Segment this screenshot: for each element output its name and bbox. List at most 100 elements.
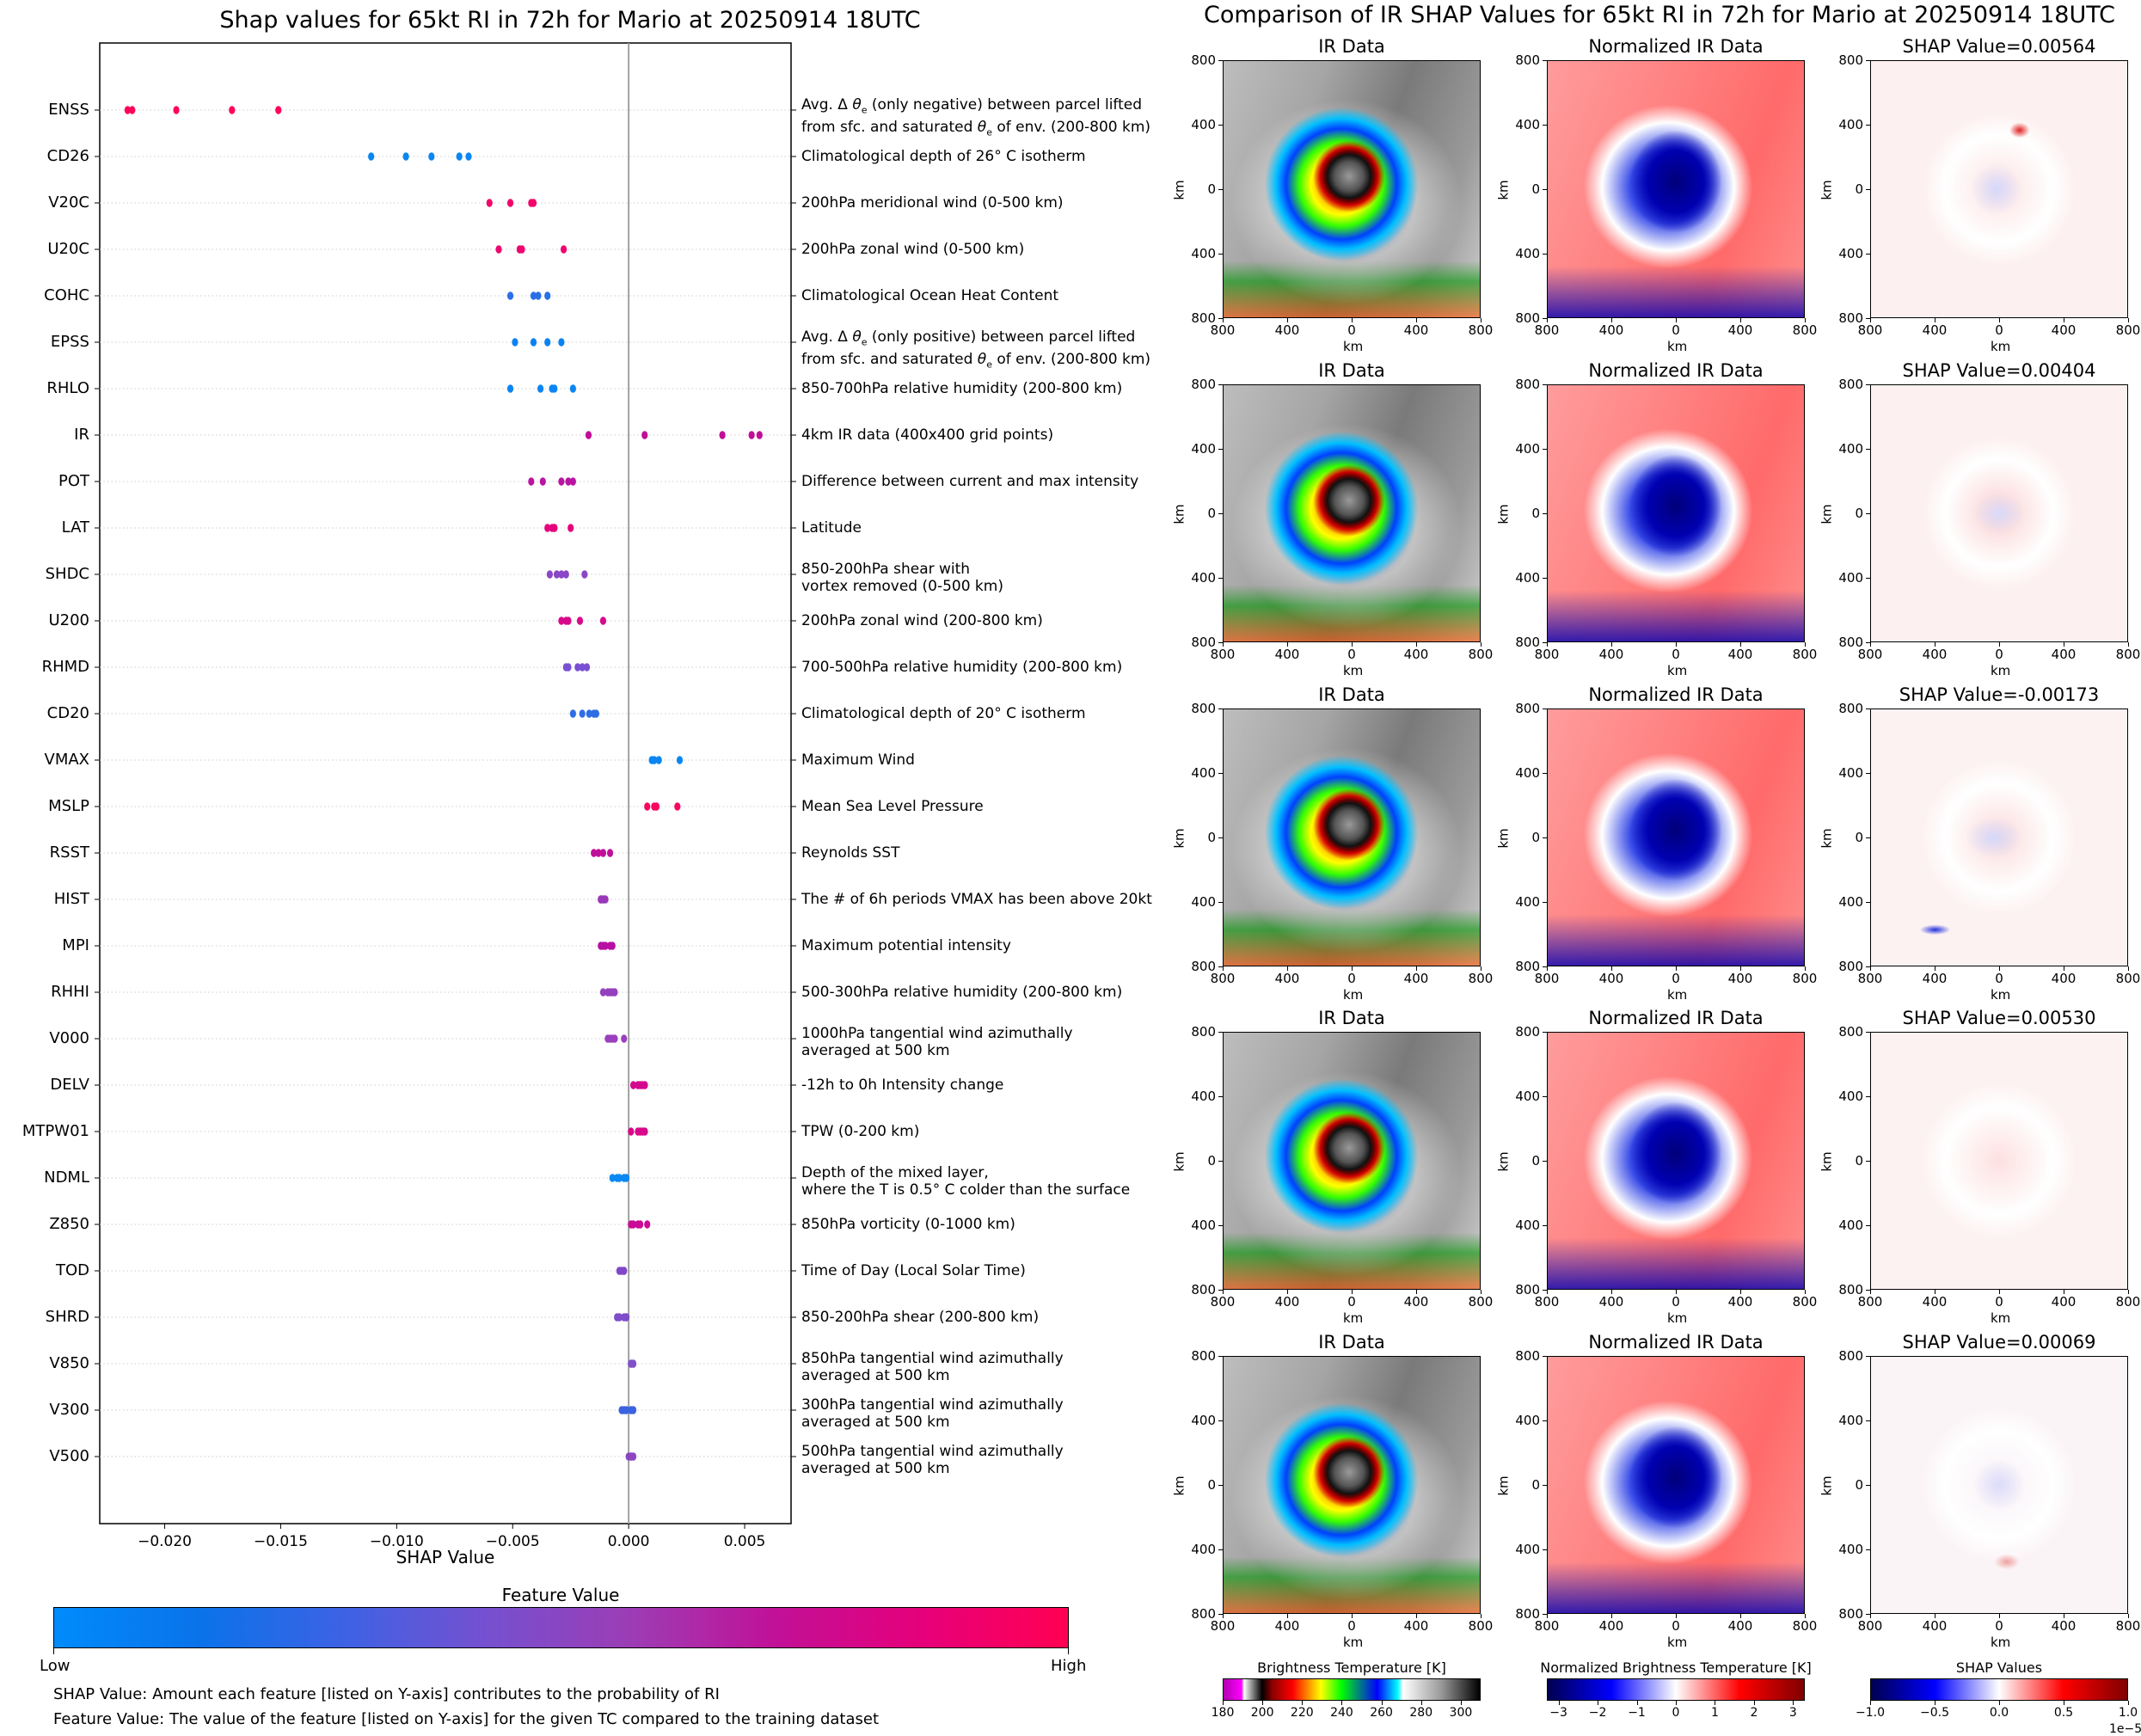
shap-dot-ir [585,431,592,439]
ir-image-4 [1223,1032,1481,1290]
right-chart-title: Comparison of IR SHAP Values for 65kt RI… [1203,2,2116,28]
x-tick [1611,1290,1612,1294]
normalized-ir-image-2 [1547,384,1805,642]
shap-dot-mpi [602,942,609,950]
x-tick [1740,1614,1741,1618]
y-tick-label: 800 [1515,1282,1540,1297]
ir-colorbar-title-3: SHAP Values [1955,1659,2043,1676]
y-tick [1543,254,1547,255]
ir-image-3 [1223,709,1481,966]
feature-description-epss: Avg. Δ θe (only positive) between parcel… [801,328,1151,371]
shap-dot-v20c [486,199,493,207]
x-tick [1287,642,1288,647]
x-tick [1416,1614,1417,1618]
colorbar-tick [1753,1701,1755,1705]
shap-dot-vmax [676,756,684,764]
x-tick-label: 400 [1598,971,1624,986]
x-tick [1287,1614,1288,1618]
x-tick-label: 400 [2051,1618,2077,1634]
feature-description-rhmd: 700-500hPa relative humidity (200-800 km… [801,659,1123,676]
y-tick [1543,189,1547,190]
shap-dot-cd20 [586,709,592,718]
y-tick-label: 400 [1515,1413,1540,1428]
normalized-ir-image-1 [1547,60,1805,318]
x-tick-label: 400 [2051,1294,2077,1310]
shap-dot-rhhi [611,988,618,997]
x-tick [1676,318,1677,322]
shap-dot-pot [528,477,535,486]
y-tick [1543,773,1547,774]
colorbar-offset-label: 1e−5 [2109,1722,2141,1736]
colorbar-tick-label: −1.0 [1856,1706,1885,1720]
shap-dot-pot [565,477,572,486]
x-tick [1676,1290,1677,1294]
y-tick-label: 400 [1515,1089,1540,1104]
shap-dot-v500 [629,1452,637,1461]
plot-frame [99,42,792,1524]
x-tick [1805,642,1806,647]
x-tick [1547,1290,1548,1294]
y-tick-label: 400 [1838,1413,1863,1428]
x-tick-label: 0 [1347,647,1356,662]
x-tick [1223,318,1224,322]
note-feature-value: Feature Value: The value of the feature … [53,1710,880,1728]
shap-dot-u20c [495,245,502,254]
x-tick [1870,1290,1871,1294]
shap-dot-lat [544,524,551,532]
feature-label-rhhi: RHHI [51,983,89,1001]
colorbar-tick-label: 1.0 [2118,1706,2138,1720]
shap-dot-cd20 [569,709,576,718]
y-tick-label: 800 [1191,635,1216,650]
y-tick [1866,513,1870,514]
y-tick-label: 800 [1515,377,1540,392]
shap-image-2 [1870,384,2128,642]
shap-dot-u200 [565,616,572,625]
x-tick-label: 0 [1672,1294,1680,1310]
feature-description-enss: Avg. Δ θe (only negative) between parcel… [801,96,1151,138]
feature-description-mtpw01: TPW (0-200 km) [801,1123,920,1140]
colorbar-tick [1341,1701,1343,1705]
x-tick-label: 800 [1534,322,1560,338]
y-tick [1218,513,1223,514]
colorbar-tick [1460,1701,1462,1705]
feature-description-hist: The # of 6h periods VMAX has been above … [801,891,1152,908]
shap-dot-u200 [558,616,565,625]
x-tick-label: 800 [1792,1294,1818,1310]
x-tick [1870,642,1871,647]
x-tick-label: 800 [1792,647,1818,662]
y-tick [1218,642,1223,643]
x-tick-label: 800 [1857,322,1883,338]
y-tick-label: 800 [1515,701,1540,716]
feature-label-mpi: MPI [62,936,89,954]
x-tick [1352,1290,1353,1294]
y-tick-label: 0 [1855,506,1863,521]
shap-dot-delv [641,1081,648,1089]
y-tick-label: 800 [1191,1024,1216,1040]
x-tick [2128,966,2129,971]
x-tick-label: 0 [1995,971,2003,986]
feature-label-v000: V000 [49,1029,89,1047]
x-tick-label: 800 [1210,322,1236,338]
ir-image-2 [1223,384,1481,642]
panel-title-normalized-ir: Normalized IR Data [1588,1008,1764,1028]
y-tick-label: 400 [1838,894,1863,910]
x-tick [1287,1290,1288,1294]
feature-label-v850: V850 [49,1354,89,1372]
x-tick [1805,1614,1806,1618]
y-tick [1866,1290,1870,1291]
x-tick [1805,1290,1806,1294]
y-tick [1543,449,1547,450]
y-tick-label: 400 [1191,441,1216,457]
x-tick-label: 0 [1672,647,1680,662]
y-tick-label: 800 [1838,310,1863,326]
x-tick [1287,318,1288,322]
y-tick [1218,578,1223,579]
x-tick-label: 0 [1672,971,1680,986]
y-axis-label: km [1171,1475,1187,1496]
x-tick-label: −0.015 [254,1533,308,1550]
feature-label-shrd: SHRD [45,1308,89,1326]
y-tick [1218,384,1223,385]
y-tick-label: 800 [1191,52,1216,68]
x-tick-label: 400 [1727,322,1753,338]
x-tick [1611,318,1612,322]
